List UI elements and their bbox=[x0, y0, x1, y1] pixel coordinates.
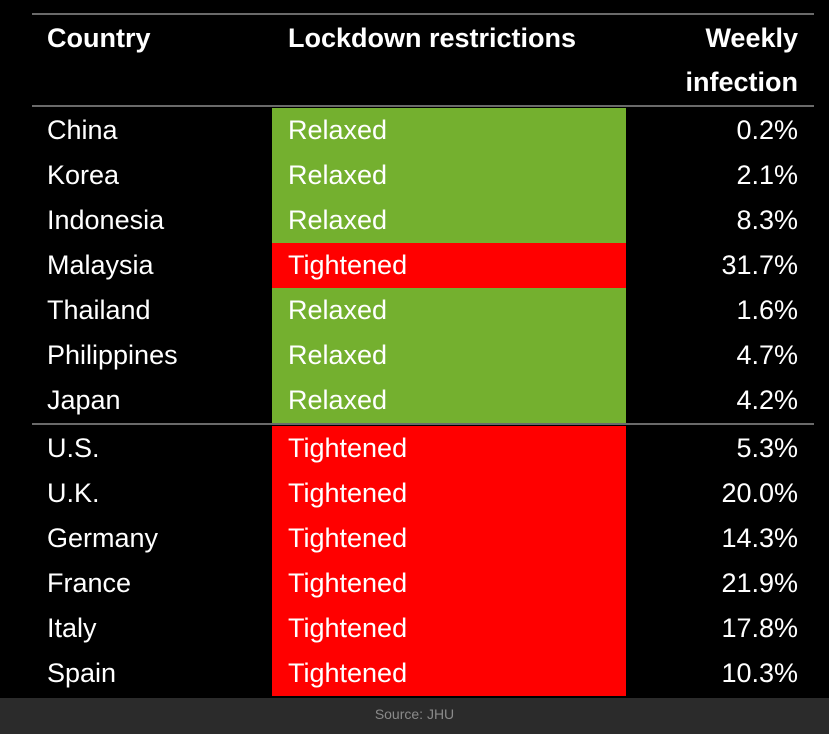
restriction: Tightened bbox=[288, 433, 408, 463]
restriction-cell bbox=[272, 333, 626, 378]
restriction-cell bbox=[272, 561, 626, 606]
country: U.S. bbox=[47, 433, 100, 463]
weekly-infection: 17.8% bbox=[721, 613, 798, 643]
weekly-infection: 1.6% bbox=[736, 295, 798, 325]
footer: Source: JHU bbox=[0, 698, 829, 734]
country: U.K. bbox=[47, 478, 100, 508]
country: Thailand bbox=[47, 295, 151, 325]
restriction: Tightened bbox=[288, 613, 408, 643]
restriction: Relaxed bbox=[288, 295, 388, 325]
weekly-infection: 4.7% bbox=[736, 340, 798, 370]
restriction: Tightened bbox=[288, 478, 408, 508]
weekly-infection: 5.3% bbox=[736, 433, 798, 463]
country: China bbox=[47, 115, 118, 145]
weekly-infection: 14.3% bbox=[721, 523, 798, 553]
weekly-infection: 4.2% bbox=[736, 385, 798, 415]
restriction-cell bbox=[272, 288, 626, 333]
weekly-infection: 20.0% bbox=[721, 478, 798, 508]
restriction-cell bbox=[272, 516, 626, 561]
country: Spain bbox=[47, 658, 117, 688]
country: Malaysia bbox=[47, 250, 154, 280]
restriction: Tightened bbox=[288, 658, 408, 688]
restriction-cell bbox=[272, 426, 626, 471]
country: Philippines bbox=[47, 340, 178, 370]
country: Italy bbox=[47, 613, 97, 643]
country: Japan bbox=[47, 385, 121, 415]
restriction: Relaxed bbox=[288, 205, 388, 235]
weekly-infection: 8.3% bbox=[736, 205, 798, 235]
country: Indonesia bbox=[47, 205, 165, 235]
restriction: Relaxed bbox=[288, 160, 388, 190]
header-country: Country bbox=[47, 23, 151, 53]
top-rule bbox=[32, 13, 814, 15]
country: Germany bbox=[47, 523, 159, 553]
weekly-infection: 0.2% bbox=[736, 115, 798, 145]
country: France bbox=[47, 568, 132, 598]
restriction-cell bbox=[272, 606, 626, 651]
restriction-cell bbox=[272, 108, 626, 153]
group-rule bbox=[32, 423, 814, 425]
source: Source: JHU bbox=[374, 706, 455, 722]
header-infection: Weekly infection bbox=[685, 23, 799, 97]
country: Korea bbox=[47, 160, 120, 190]
header-restrictions: Lockdown restrictions bbox=[288, 23, 577, 53]
restriction: Tightened bbox=[288, 250, 408, 280]
restriction: Tightened bbox=[288, 523, 408, 553]
restriction-cell bbox=[272, 243, 626, 288]
restriction: Relaxed bbox=[288, 115, 388, 145]
weekly-infection: 2.1% bbox=[736, 160, 798, 190]
restriction-cell bbox=[272, 198, 626, 243]
restriction-cell bbox=[272, 651, 626, 696]
restriction-cell bbox=[272, 471, 626, 516]
restriction-cell bbox=[272, 153, 626, 198]
restriction: Tightened bbox=[288, 568, 408, 598]
header-rule bbox=[32, 105, 814, 107]
weekly-infection: 21.9% bbox=[721, 568, 798, 598]
restriction: Relaxed bbox=[288, 385, 388, 415]
weekly-infection: 10.3% bbox=[721, 658, 798, 688]
weekly-infection: 31.7% bbox=[721, 250, 798, 280]
restriction-cell bbox=[272, 378, 626, 423]
restriction: Relaxed bbox=[288, 340, 388, 370]
